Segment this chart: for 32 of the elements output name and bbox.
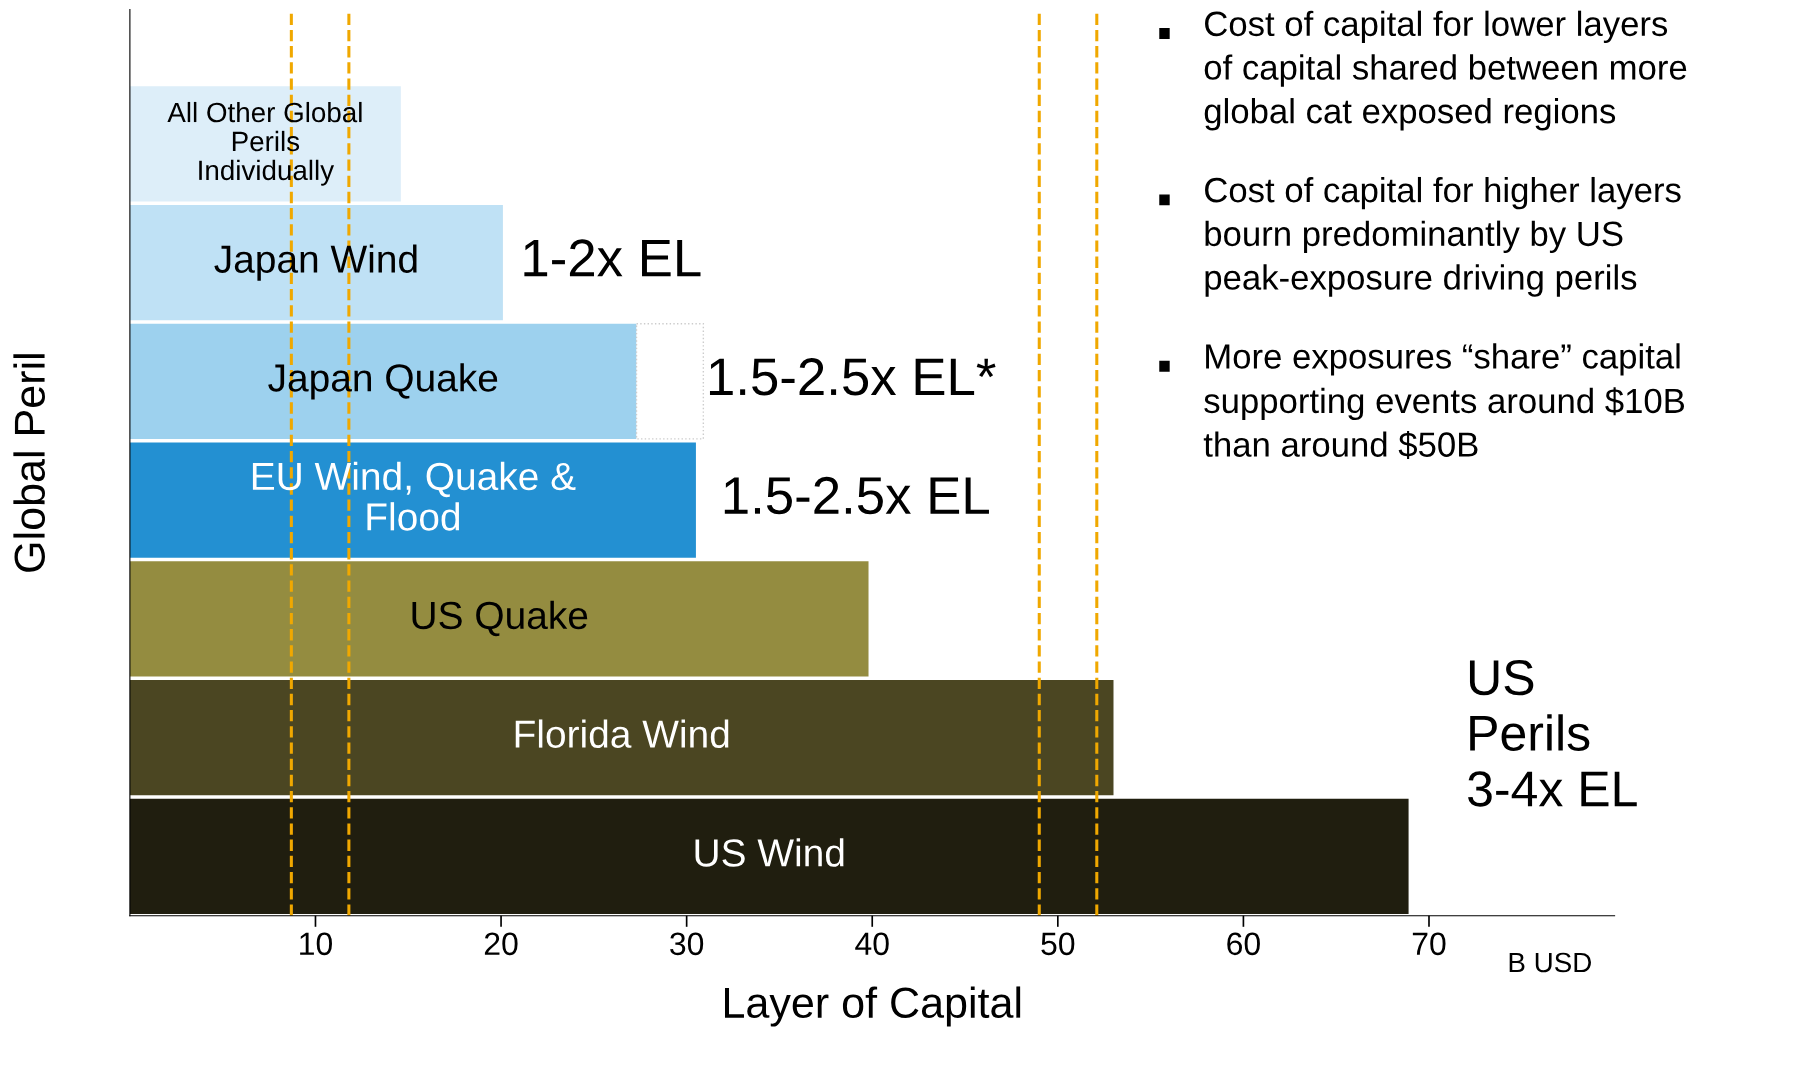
x-tick-label: 60 (1227, 932, 1260, 956)
y-tick-label: Japan Quake (268, 363, 498, 400)
y-tick-label: Japan Wind (214, 244, 417, 281)
y-tick-label: EU Wind, Quake & Flood (252, 461, 576, 531)
bar (129, 442, 696, 558)
y-tick-label: US Quake (412, 600, 588, 637)
x-tick-label: 40 (855, 932, 889, 956)
annotation: Cost of capital for higher layers bourn predominantly by US peak-exposure driving perils (1205, 176, 1681, 297)
x-tick-label: 10 (300, 932, 332, 956)
y-tick-label: US Wind (695, 838, 844, 867)
bar (129, 561, 869, 677)
x-axis-title: Layer of Capital (725, 986, 1021, 1027)
annotation: More exposures “share” capital supporting events around $10B than around $50B (1203, 343, 1685, 459)
bar (129, 86, 401, 202)
text: B USD (1509, 952, 1591, 973)
y-tick-label: All Other Global Perils Individually (167, 101, 362, 186)
y-axis-title: Global Peril (13, 354, 45, 572)
bar (635, 323, 705, 440)
bar (129, 798, 1409, 914)
annotation: 1.5-2.5x EL* (709, 358, 996, 396)
y-tick-label: Florida Wind (515, 719, 729, 748)
x-tick-label: 50 (1041, 932, 1075, 956)
bar (129, 323, 637, 439)
annotation: US Perils 3-4x EL (1468, 659, 1637, 807)
x-tick-label: 30 (670, 932, 704, 956)
bar (129, 204, 503, 321)
bar (129, 679, 1114, 796)
x-tick-label: 70 (1412, 932, 1446, 956)
annotation: Cost of capital for lower layers of capital shared between more global cat exposed regions (1204, 10, 1687, 131)
x-tick-label: 20 (484, 932, 518, 956)
annotation: 1-2x EL (524, 239, 701, 277)
annotation: 1.5-2.5x EL (724, 476, 989, 515)
